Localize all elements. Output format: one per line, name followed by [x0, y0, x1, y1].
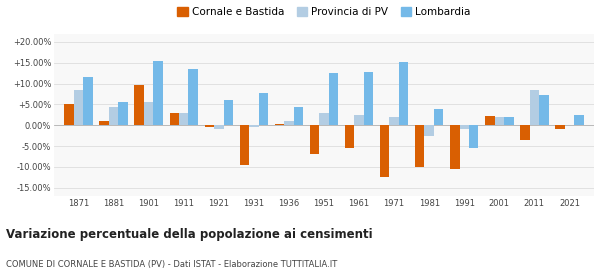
Bar — [214, 125, 224, 129]
Text: Variazione percentuale della popolazione ai censimenti: Variazione percentuale della popolazione… — [6, 228, 373, 241]
Bar — [293, 107, 303, 125]
Bar — [259, 93, 268, 125]
Bar — [424, 125, 434, 136]
Bar — [74, 90, 83, 125]
Bar — [415, 125, 424, 167]
Bar — [450, 125, 460, 169]
Text: COMUNE DI CORNALE E BASTIDA (PV) - Dati ISTAT - Elaborazione TUTTITALIA.IT: COMUNE DI CORNALE E BASTIDA (PV) - Dati … — [6, 260, 337, 269]
Bar — [83, 77, 93, 125]
Legend: Cornale e Bastida, Provincia di PV, Lombardia: Cornale e Bastida, Provincia di PV, Lomb… — [173, 3, 475, 21]
Bar — [188, 69, 198, 125]
Bar — [239, 125, 249, 165]
Bar — [284, 121, 293, 125]
Bar — [134, 85, 144, 125]
Bar — [399, 62, 409, 125]
Bar — [364, 72, 373, 125]
Bar — [100, 121, 109, 125]
Bar — [434, 109, 443, 125]
Bar — [275, 124, 284, 125]
Bar — [249, 125, 259, 127]
Bar — [310, 125, 319, 154]
Bar — [504, 117, 514, 125]
Bar — [485, 116, 494, 125]
Bar — [574, 115, 584, 125]
Bar — [329, 73, 338, 125]
Bar — [205, 125, 214, 127]
Bar — [170, 113, 179, 125]
Bar — [224, 100, 233, 125]
Bar — [144, 102, 154, 125]
Bar — [539, 95, 548, 125]
Bar — [520, 125, 530, 140]
Bar — [154, 61, 163, 125]
Bar — [109, 107, 118, 125]
Bar — [355, 115, 364, 125]
Bar — [460, 125, 469, 129]
Bar — [530, 90, 539, 125]
Bar — [555, 125, 565, 129]
Bar — [179, 113, 188, 125]
Bar — [345, 125, 355, 148]
Bar — [380, 125, 389, 177]
Bar — [319, 113, 329, 125]
Bar — [469, 125, 478, 148]
Bar — [494, 117, 504, 125]
Bar — [64, 104, 74, 125]
Bar — [389, 117, 399, 125]
Bar — [118, 102, 128, 125]
